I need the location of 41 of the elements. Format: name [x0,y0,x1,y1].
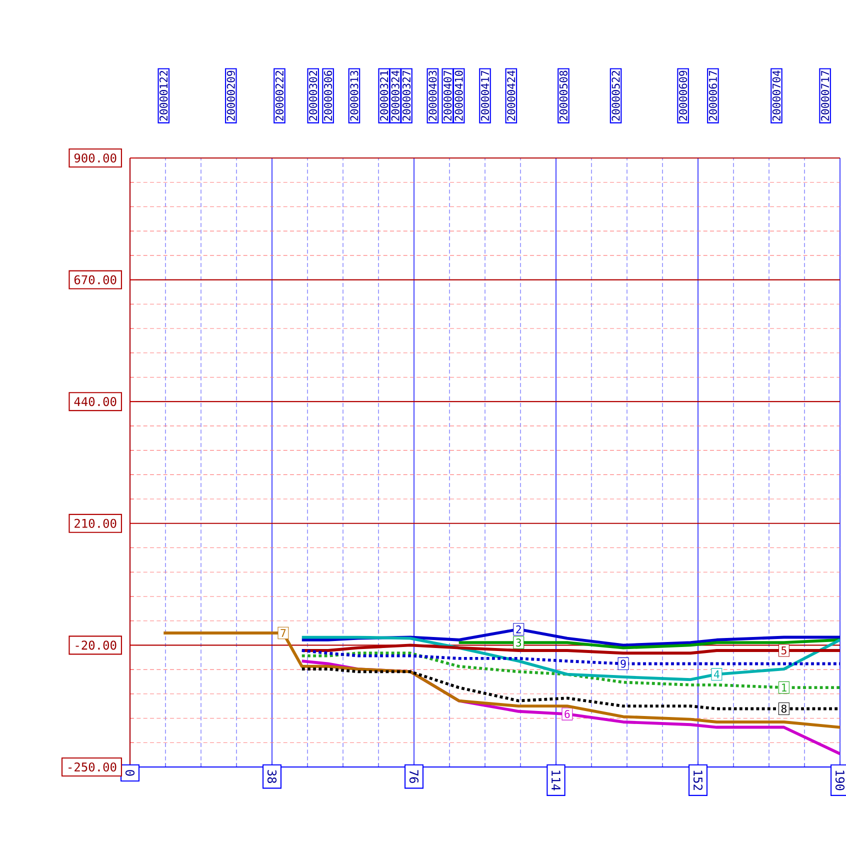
x2-tick-label: 20000327 [402,70,411,121]
y-tick-label: 900.00 [74,153,116,163]
x2-tick-label: 20000313 [350,70,358,121]
x2-tick-label: 20000407 [444,70,452,121]
y-tick-label: 210.00 [74,518,116,528]
x2-tick-label: 20000321 [380,70,388,121]
x2-tick-label: 20000403 [428,70,437,121]
x2-tick-label: 20000410 [454,70,463,121]
x2-tick-label: 20000324 [391,70,400,121]
x2-tick-label: 20000222 [275,70,284,121]
series-label: 4 [714,670,720,678]
y-tick-label: 440.00 [74,397,116,406]
x2-tick-label: 20000617 [708,70,717,121]
series-label: 7 [280,629,286,637]
series-label: 1 [782,684,786,692]
series-label: 9 [620,660,626,668]
series-label: 8 [781,704,786,713]
x2-tick-label: 20000122 [160,70,168,121]
series-label: 6 [564,710,570,718]
y-tick-label: -20.00 [76,640,116,650]
series-label: 3 [516,638,522,647]
x2-tick-label: 20000306 [324,70,332,121]
x2-tick-label: 20000417 [480,70,490,121]
x2-tick-label: 20000209 [226,70,235,121]
x-tick-label: 114 [552,770,560,790]
x2-tick-label: 20000717 [821,70,830,121]
series-label: 2 [516,625,521,634]
y-tick-label: 670.00 [74,275,116,284]
y-tick-label: -250.00 [68,762,116,772]
x-tick-label: 0 [125,770,135,776]
x2-tick-label: 20000522 [612,70,620,121]
x2-tick-label: 20000302 [309,70,318,121]
x-tick-label: 190 [835,770,845,790]
x-tick-label: 38 [267,770,277,783]
x-tick-label: 152 [693,770,703,790]
x2-tick-label: 20000609 [679,70,688,121]
x2-tick-label: 20000508 [559,70,568,121]
x2-tick-label: 20000704 [772,70,781,121]
x-tick-label: 76 [409,770,419,783]
series-label: 5 [781,646,786,654]
x2-tick-label: 20000424 [507,70,516,121]
